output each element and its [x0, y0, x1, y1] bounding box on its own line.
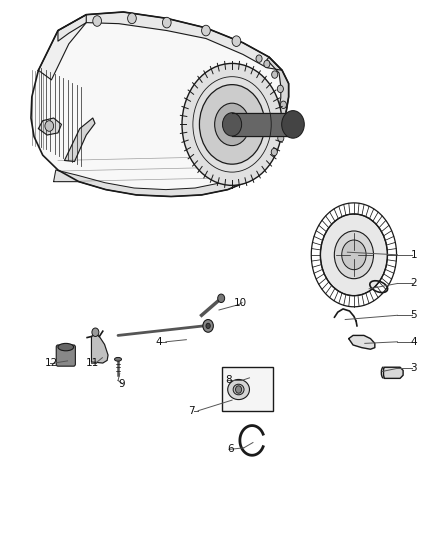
Circle shape	[218, 294, 225, 303]
Circle shape	[232, 36, 241, 46]
Polygon shape	[58, 12, 282, 70]
Ellipse shape	[115, 358, 121, 361]
Text: 10: 10	[234, 297, 247, 308]
Circle shape	[206, 323, 210, 328]
Circle shape	[334, 231, 374, 279]
Polygon shape	[384, 367, 403, 378]
Circle shape	[45, 120, 53, 131]
Polygon shape	[349, 335, 375, 349]
Circle shape	[272, 71, 278, 78]
Text: 2: 2	[410, 278, 417, 288]
Circle shape	[264, 60, 270, 68]
Circle shape	[182, 63, 282, 185]
Text: 11: 11	[86, 358, 99, 368]
Circle shape	[256, 55, 262, 62]
Polygon shape	[39, 14, 86, 80]
Text: 3: 3	[410, 364, 417, 373]
Circle shape	[92, 328, 99, 336]
Ellipse shape	[58, 343, 74, 351]
Circle shape	[271, 148, 277, 156]
Text: 12: 12	[45, 358, 58, 368]
Polygon shape	[244, 57, 289, 175]
Circle shape	[223, 113, 242, 136]
Ellipse shape	[233, 384, 244, 395]
Polygon shape	[92, 334, 108, 363]
Circle shape	[199, 85, 265, 164]
Text: 6: 6	[228, 445, 234, 455]
Bar	[223, 367, 272, 411]
Text: 1: 1	[410, 250, 417, 260]
Circle shape	[203, 319, 213, 332]
Circle shape	[127, 13, 136, 23]
Circle shape	[201, 25, 210, 36]
FancyBboxPatch shape	[56, 345, 75, 366]
Text: 8: 8	[226, 375, 232, 385]
Text: 5: 5	[410, 310, 417, 320]
Text: 4: 4	[410, 337, 417, 347]
Circle shape	[282, 111, 304, 138]
Polygon shape	[39, 118, 61, 135]
Text: 7: 7	[188, 406, 195, 416]
Circle shape	[280, 101, 286, 109]
Polygon shape	[53, 170, 250, 197]
Polygon shape	[64, 118, 95, 161]
Circle shape	[162, 17, 171, 28]
Circle shape	[236, 386, 242, 393]
Circle shape	[321, 214, 388, 296]
Circle shape	[93, 15, 102, 26]
Circle shape	[342, 240, 366, 270]
Text: 9: 9	[118, 379, 125, 389]
Polygon shape	[31, 12, 289, 197]
Circle shape	[277, 85, 283, 93]
Circle shape	[280, 118, 286, 126]
Circle shape	[278, 134, 284, 142]
Text: 4: 4	[156, 337, 162, 347]
Ellipse shape	[228, 379, 250, 400]
Circle shape	[215, 103, 250, 146]
